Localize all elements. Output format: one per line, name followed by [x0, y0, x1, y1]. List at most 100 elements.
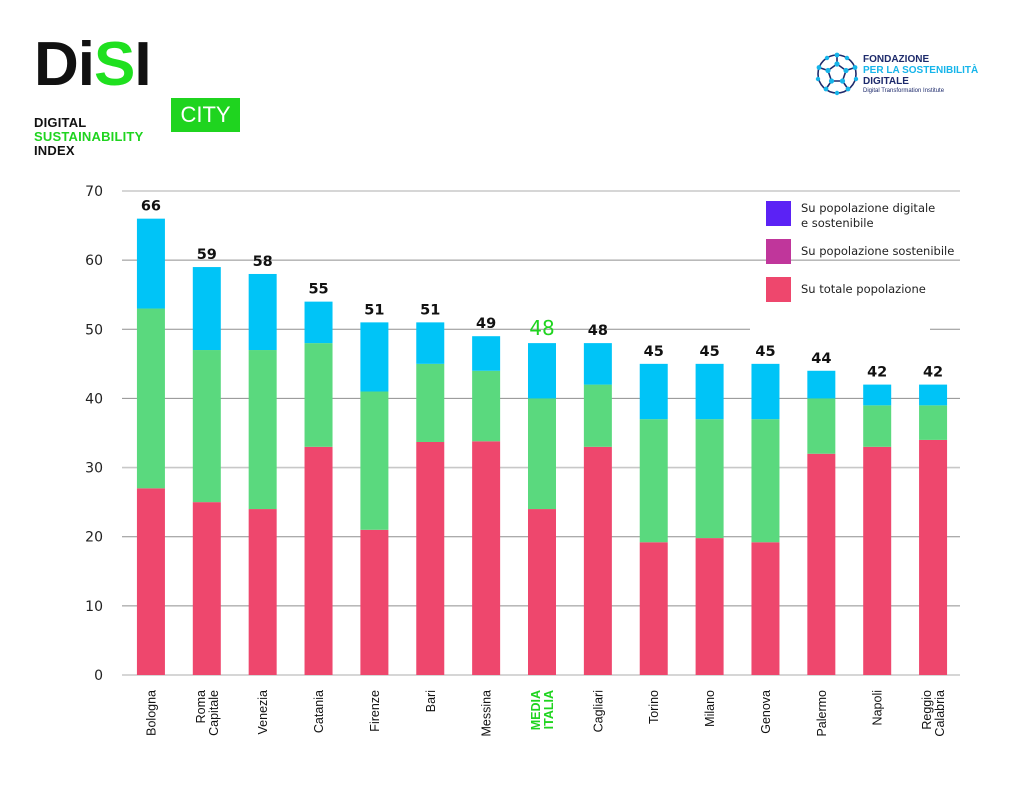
fondazione-line-2: PER LA SOSTENIBILITÀ: [863, 65, 979, 76]
legend-label: Su popolazione digitale e sostenibile: [801, 201, 936, 230]
x-tick-label-line: Reggio: [920, 690, 934, 730]
bar-segment-digitale: [528, 343, 556, 399]
fondazione-logo: FONDAZIONE PER LA SOSTENIBILITÀ DIGITALE…: [815, 52, 995, 102]
bar-segment-totale: [304, 446, 333, 675]
bar-segment-sostenibile: [528, 398, 556, 510]
fondazione-wordmark: FONDAZIONE PER LA SOSTENIBILITÀ DIGITALE…: [863, 54, 978, 96]
bar-segment-totale: [751, 542, 780, 675]
total-label: 58: [253, 254, 273, 270]
total-label: 48: [529, 316, 554, 340]
x-tick-label-line: Torino: [647, 690, 661, 724]
logo-wordmark: DiSI: [34, 34, 152, 96]
x-tick-label: MEDIA ITALIA: [529, 690, 556, 730]
x-tick-label-line: Cagliari: [591, 690, 605, 732]
bar-segment-sostenibile: [416, 363, 445, 442]
y-tick-label: 30: [85, 461, 103, 477]
bar-segment-digitale: [919, 384, 948, 406]
bar-segment-digitale: [248, 273, 277, 351]
bar-segment-sostenibile: [863, 405, 892, 447]
y-tick-label: 0: [94, 668, 103, 684]
total-label: 45: [755, 344, 775, 360]
x-tick-label: Firenze: [368, 690, 382, 732]
logo-line-index: INDEX: [34, 143, 75, 158]
x-tick-label: Messina: [480, 690, 494, 737]
bar-segment-digitale: [751, 363, 780, 420]
total-label: 45: [700, 344, 720, 360]
bar-segment-totale: [583, 446, 612, 675]
bar-segment-sostenibile: [192, 350, 221, 503]
legend-swatch: [766, 277, 791, 302]
x-tick-label-line: Milano: [703, 690, 717, 727]
y-tick-label: 10: [85, 599, 103, 615]
bar-segment-sostenibile: [472, 370, 501, 442]
bar-segment-totale: [695, 538, 724, 675]
total-label: 48: [588, 323, 608, 339]
x-tick-label-line: Genova: [759, 690, 773, 734]
bar-segment-digitale: [360, 322, 389, 392]
bar-segment-digitale: [472, 336, 501, 371]
fondazione-tagline: Digital Transformation Institute: [863, 88, 945, 94]
bar-segment-totale: [136, 488, 165, 675]
soccer-ball-network-icon: [815, 52, 859, 96]
x-tick-label-line: MEDIA: [529, 690, 543, 730]
logo-city-badge: CITY: [171, 98, 240, 132]
x-tick-label: Reggio Calabria: [920, 690, 947, 737]
bar-segment-totale: [472, 441, 501, 675]
x-tick-label-line: Bari: [424, 690, 438, 712]
bar-segment-digitale: [416, 322, 445, 364]
bar-segment-totale: [863, 446, 892, 675]
legend-item-digitale-sostenibile: Su popolazione digitale e sostenibile: [766, 201, 976, 231]
bar-segment-sostenibile: [360, 391, 389, 530]
legend-label: Su popolazione sostenibile: [801, 244, 955, 258]
y-tick-label: 60: [85, 253, 103, 269]
x-tick-label: Bari: [424, 690, 438, 712]
x-tick-label-line: Firenze: [368, 690, 382, 732]
bar-segment-totale: [807, 453, 836, 675]
bar-segment-digitale: [136, 218, 165, 309]
total-label: 42: [923, 365, 943, 381]
bar-segment-sostenibile: [639, 419, 668, 543]
x-tick-label: Catania: [312, 690, 326, 733]
total-label: 66: [141, 199, 161, 215]
x-tick-label: Torino: [647, 690, 661, 724]
x-tick-label-line: Roma: [194, 690, 208, 723]
x-tick-label: Bologna: [144, 690, 158, 736]
bar-segment-sostenibile: [304, 343, 333, 447]
x-tick-label: Genova: [759, 690, 773, 734]
logo-letter-i: I: [134, 30, 151, 99]
logo-letters-di: Di: [34, 30, 95, 99]
bar-segment-digitale: [807, 370, 836, 399]
x-tick-label: Napoli: [871, 690, 885, 725]
y-tick-label: 20: [85, 530, 103, 546]
logo-line-digital: DIGITAL: [34, 115, 87, 130]
legend-swatch: [766, 201, 791, 226]
total-label: 51: [364, 302, 384, 318]
total-label: 45: [644, 344, 664, 360]
bar-segment-digitale: [639, 363, 668, 420]
bar-segment-sostenibile: [136, 308, 165, 489]
bar-segment-sostenibile: [583, 384, 612, 447]
bar-segment-sostenibile: [807, 398, 836, 454]
bar-segment-totale: [528, 509, 556, 675]
bar-segment-totale: [639, 542, 668, 675]
x-tick-label-line: Napoli: [871, 690, 885, 725]
bar-segment-totale: [416, 441, 445, 675]
x-tick-label-line: ITALIA: [542, 690, 556, 729]
total-label: 44: [811, 351, 831, 367]
y-tick-label: 70: [85, 184, 103, 200]
x-tick-label-line: Messina: [480, 690, 494, 737]
bar-segment-sostenibile: [919, 405, 948, 440]
logo-letter-s: S: [94, 30, 135, 99]
bar-segment-totale: [360, 529, 389, 675]
x-tick-label: Palermo: [815, 690, 829, 737]
bar-segment-totale: [919, 439, 948, 675]
x-tick-label-line: Bologna: [144, 690, 158, 736]
logo-line-sustainability: SUSTAINABILITY: [34, 129, 144, 144]
bar-segment-digitale: [583, 343, 612, 385]
disi-city-logo: DiSI CITY DIGITAL SUSTAINABILITY INDEX: [34, 34, 254, 164]
bar-segment-sostenibile: [751, 419, 780, 543]
total-labels: 66 59 58 55 51 51 49 48 48 45 45 45 44 42 42: [141, 199, 943, 381]
logo-subtitle: DIGITAL SUSTAINABILITY INDEX: [34, 116, 143, 158]
fondazione-line-3: DIGITALE: [863, 76, 909, 87]
x-tick-label: Roma Capitale: [194, 690, 221, 736]
